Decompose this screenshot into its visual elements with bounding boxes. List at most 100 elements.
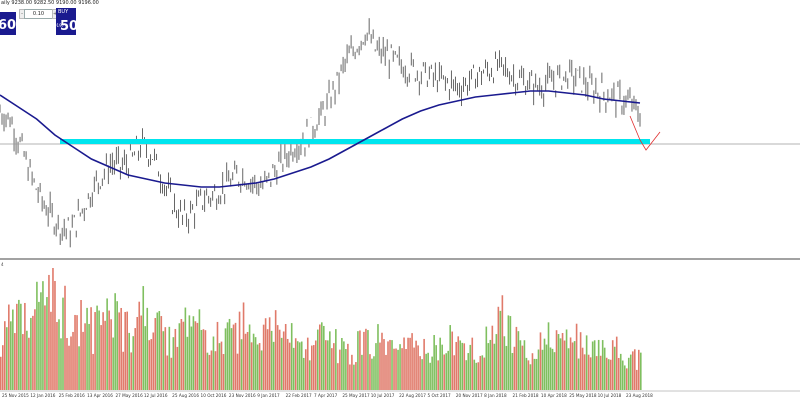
volume-bar xyxy=(369,354,371,390)
volume-bar xyxy=(325,340,327,390)
volume-bar xyxy=(142,286,145,390)
volume-bar xyxy=(627,357,630,390)
x-tick-label: 25 May 2017 xyxy=(342,393,370,398)
volume-bar xyxy=(166,355,169,390)
volume-bar xyxy=(583,354,586,390)
volume-bar xyxy=(497,306,500,390)
volume-bar xyxy=(152,332,155,390)
volume-bar xyxy=(4,321,6,390)
volume-bar xyxy=(248,324,251,390)
symbol-info: aily 9238.00 9282.50 9190.00 9196.00 xyxy=(1,0,99,6)
volume-bar xyxy=(375,343,377,390)
volume-bar xyxy=(461,342,464,390)
volume-bar xyxy=(54,280,56,390)
volume-bar xyxy=(353,364,355,390)
x-tick-label: 10 Oct 2016 xyxy=(201,393,227,398)
volume-bar xyxy=(314,340,317,390)
volume-bar xyxy=(451,331,454,390)
moving-average-line xyxy=(0,90,641,188)
volume-bar xyxy=(40,292,42,390)
volume-bar xyxy=(487,343,490,390)
volume-bar xyxy=(619,353,622,390)
volume-bar xyxy=(593,340,596,390)
volume-bar xyxy=(70,336,72,390)
volume-bar xyxy=(272,341,275,390)
volume-bar xyxy=(595,356,598,390)
volume-bar xyxy=(509,316,512,390)
volume-bar xyxy=(435,345,437,390)
volume-bar xyxy=(216,321,219,390)
volume-bar xyxy=(547,322,550,390)
volume-bar xyxy=(132,336,135,390)
volume-bar xyxy=(485,326,488,390)
volume-bar xyxy=(531,353,534,390)
volume-bar xyxy=(88,323,90,390)
volume-bar xyxy=(200,329,203,390)
volume-bar xyxy=(585,335,588,390)
volume-bar xyxy=(114,293,116,390)
volume-bar xyxy=(337,363,339,390)
volume-bar xyxy=(549,347,552,390)
volume-bar xyxy=(310,345,313,390)
volume-bar xyxy=(635,369,638,390)
volume-bar xyxy=(130,352,133,390)
volume-bar xyxy=(347,343,349,390)
volume-bar xyxy=(316,329,319,390)
volume-bar xyxy=(475,362,478,390)
volume-bar xyxy=(631,351,634,390)
volume-bar xyxy=(403,337,405,390)
buy-price-small: 9197 xyxy=(54,23,65,28)
volume-bar xyxy=(12,309,14,390)
support-zone-line[interactable] xyxy=(60,139,650,144)
volume-bar xyxy=(615,336,618,390)
volume-bar xyxy=(640,352,642,390)
volume-bar xyxy=(8,304,10,390)
volume-bar xyxy=(48,274,50,390)
volume-bar xyxy=(150,339,153,390)
lot-size-input[interactable]: 0.10 xyxy=(24,9,53,19)
volume-bar xyxy=(264,318,267,390)
volume-bar xyxy=(397,349,399,390)
volume-bar xyxy=(553,352,556,390)
x-tick-label: 27 May 2016 xyxy=(115,393,143,398)
volume-bar xyxy=(345,349,347,390)
sell-button[interactable]: 60 xyxy=(0,12,16,35)
buy-button[interactable]: BUY 9197 50 xyxy=(54,8,78,35)
x-tick-label: 8 Jan 2018 xyxy=(484,393,507,398)
volume-bar xyxy=(491,325,494,390)
volume-bar xyxy=(561,333,564,390)
volume-bar xyxy=(90,307,92,390)
volume-bar xyxy=(218,343,221,390)
volume-bar xyxy=(419,356,421,390)
volume-bar xyxy=(493,343,496,390)
volume-bar xyxy=(591,341,594,390)
volume-bar xyxy=(170,357,173,390)
x-tick-label: 7 Apr 2017 xyxy=(314,393,338,398)
volume-bar xyxy=(62,297,64,390)
volume-bar xyxy=(609,359,612,390)
volume-bar xyxy=(72,331,74,390)
volume-bar xyxy=(128,332,131,390)
volume-bar xyxy=(66,338,68,390)
volume-bar xyxy=(473,359,476,390)
volume-bar xyxy=(254,337,257,390)
x-tick-label: 10 Jul 2018 xyxy=(598,393,622,398)
volume-bar xyxy=(429,362,431,390)
volume-bar xyxy=(551,348,554,390)
volume-bar xyxy=(64,285,66,390)
volume-bar xyxy=(78,346,80,390)
volume-bar xyxy=(46,297,48,390)
volume-bar xyxy=(220,341,223,390)
volume-bar xyxy=(637,349,640,390)
volume-bar xyxy=(517,331,520,390)
volume-bar xyxy=(106,298,108,390)
volume-bar xyxy=(42,281,44,390)
x-tick-label: 12 Jul 2016 xyxy=(144,393,168,398)
volume-bar xyxy=(507,315,510,390)
volume-bar xyxy=(577,358,580,390)
volume-bar xyxy=(453,355,456,390)
volume-bar xyxy=(94,312,96,390)
volume-bar xyxy=(377,324,379,390)
volume-bar xyxy=(190,326,193,390)
